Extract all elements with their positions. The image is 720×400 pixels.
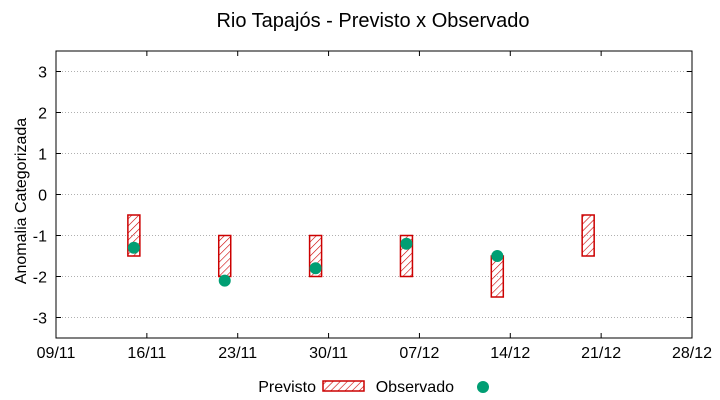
y-axis-label: Anomalia Categorizada (13, 118, 30, 284)
x-tick-label: 28/12 (672, 345, 712, 362)
previsto-range-bar (581, 214, 595, 257)
observado-point (400, 237, 413, 250)
observado-point (218, 274, 231, 287)
x-tick-label: 09/11 (37, 345, 76, 362)
y-axis: 3 2 1 0 -1 -2 -3 (33, 65, 692, 328)
x-tick-label: 14/12 (490, 345, 530, 362)
y-tick-label: -1 (33, 229, 47, 246)
x-tick-label: 21/12 (581, 345, 621, 362)
chart-title: Rio Tapajós - Previsto x Observado (216, 10, 529, 32)
y-tick-label: 1 (38, 147, 47, 164)
x-axis: 09/11 16/11 23/11 30/11 07/12 14/12 21/12 28/12 (37, 51, 712, 362)
legend-marker-observado (477, 381, 489, 393)
previsto-range-bar (490, 255, 505, 298)
series-layer (127, 214, 595, 298)
observado-point (127, 241, 140, 254)
observado-point (309, 262, 322, 275)
legend: Previsto Observado (258, 379, 489, 396)
previsto-range-bar (217, 234, 232, 278)
plot-frame (55, 50, 693, 339)
x-tick-label: 07/12 (399, 345, 439, 362)
observado-point (491, 250, 504, 262)
x-tick-label: 16/11 (127, 345, 166, 362)
y-tick-label: 2 (38, 106, 47, 123)
legend-label-previsto: Previsto (258, 379, 316, 396)
grid-lines (56, 71, 692, 318)
y-tick-label: 0 (38, 188, 47, 205)
y-tick-label: -3 (33, 311, 47, 328)
legend-label-observado: Observado (376, 379, 454, 396)
y-tick-label: -2 (33, 270, 47, 287)
x-tick-label: 23/11 (218, 345, 257, 362)
x-tick-label: 30/11 (309, 345, 348, 362)
y-tick-label: 3 (38, 65, 47, 82)
legend-swatch-previsto (322, 380, 365, 392)
